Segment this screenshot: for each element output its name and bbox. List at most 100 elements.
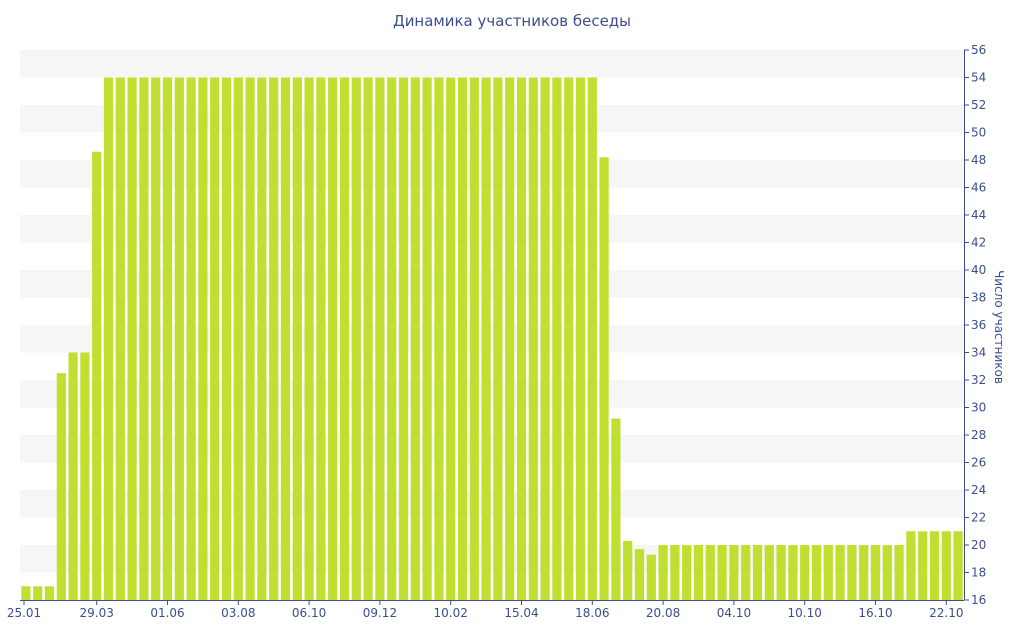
bar[interactable] <box>906 531 916 600</box>
bar[interactable] <box>634 549 645 601</box>
bar[interactable] <box>292 77 302 601</box>
bar[interactable] <box>670 545 680 600</box>
bar[interactable] <box>269 77 279 601</box>
bar[interactable] <box>363 77 373 601</box>
bar[interactable] <box>552 77 562 601</box>
bar[interactable] <box>599 157 609 600</box>
grid-band <box>20 270 964 298</box>
bar[interactable] <box>870 545 881 600</box>
bar[interactable] <box>918 531 928 600</box>
bar[interactable] <box>198 77 208 601</box>
bar[interactable] <box>127 77 137 601</box>
bar[interactable] <box>162 77 173 601</box>
bar[interactable] <box>540 77 550 601</box>
bar[interactable] <box>139 77 149 601</box>
grid-band <box>20 160 964 188</box>
bar[interactable] <box>186 77 196 601</box>
y-tick-label: 48 <box>971 153 986 167</box>
y-tick-label: 44 <box>971 208 986 222</box>
bar[interactable] <box>422 77 432 601</box>
bar[interactable] <box>764 545 774 600</box>
x-tick-label: 22.10 <box>929 606 963 620</box>
bar[interactable] <box>752 545 763 600</box>
bar[interactable] <box>823 545 833 600</box>
bar[interactable] <box>705 545 715 600</box>
y-tick-label: 16 <box>971 593 986 607</box>
y-tick-label: 38 <box>971 291 986 305</box>
grid-band <box>20 50 964 78</box>
bar[interactable] <box>929 531 940 600</box>
bar[interactable] <box>894 545 904 600</box>
bar[interactable] <box>646 554 656 601</box>
y-tick-label: 56 <box>971 43 986 57</box>
bar[interactable] <box>44 586 55 600</box>
bar[interactable] <box>210 77 220 601</box>
y-tick-label: 34 <box>971 346 986 360</box>
bar[interactable] <box>280 77 291 601</box>
x-tick-label: 20.08 <box>646 606 680 620</box>
grid-band <box>20 105 964 133</box>
bar[interactable] <box>33 586 43 600</box>
bar[interactable] <box>516 77 527 601</box>
bar[interactable] <box>304 77 314 601</box>
bar[interactable] <box>103 77 114 601</box>
bar[interactable] <box>469 77 479 601</box>
bar[interactable] <box>835 545 845 600</box>
bar[interactable] <box>92 151 102 600</box>
bar[interactable] <box>174 77 184 601</box>
bar[interactable] <box>339 77 350 601</box>
bar[interactable] <box>717 545 727 600</box>
bar[interactable] <box>611 418 621 601</box>
bar[interactable] <box>151 77 161 601</box>
bar[interactable] <box>375 77 385 601</box>
bar[interactable] <box>800 545 810 600</box>
bar[interactable] <box>245 77 255 601</box>
x-tick-label: 18.06 <box>575 606 609 620</box>
bar[interactable] <box>941 531 951 600</box>
bar[interactable] <box>682 545 692 600</box>
bar[interactable] <box>68 352 78 601</box>
y-tick-label: 46 <box>971 181 986 195</box>
bar[interactable] <box>953 531 963 600</box>
bar[interactable] <box>351 77 361 601</box>
bar[interactable] <box>446 77 456 601</box>
y-tick-label: 54 <box>971 71 986 85</box>
bar[interactable] <box>481 77 491 601</box>
bar[interactable] <box>505 77 515 601</box>
bar[interactable] <box>741 545 751 600</box>
bar[interactable] <box>575 77 586 601</box>
y-tick-label: 22 <box>971 511 986 525</box>
bar[interactable] <box>257 77 267 601</box>
bar[interactable] <box>493 77 503 601</box>
bar[interactable] <box>398 77 409 601</box>
bar[interactable] <box>859 545 869 600</box>
bar[interactable] <box>410 77 420 601</box>
bar[interactable] <box>21 586 31 600</box>
bar[interactable] <box>693 545 704 600</box>
bar[interactable] <box>882 545 892 600</box>
bar[interactable] <box>80 352 90 601</box>
bar[interactable] <box>847 545 857 600</box>
bar[interactable] <box>328 77 338 601</box>
bar[interactable] <box>729 545 739 600</box>
bar[interactable] <box>387 77 397 601</box>
bar[interactable] <box>658 545 668 600</box>
bar[interactable] <box>457 77 468 601</box>
bar[interactable] <box>56 373 66 601</box>
y-tick-label: 28 <box>971 428 986 442</box>
bar[interactable] <box>221 77 232 601</box>
bar[interactable] <box>587 77 597 601</box>
bar[interactable] <box>528 77 538 601</box>
bar[interactable] <box>788 545 798 600</box>
grid-band <box>20 380 964 408</box>
bar[interactable] <box>434 77 444 601</box>
bar[interactable] <box>811 545 822 600</box>
bar[interactable] <box>564 77 574 601</box>
bar[interactable] <box>316 77 326 601</box>
bar[interactable] <box>776 545 786 600</box>
bar[interactable] <box>623 540 633 601</box>
bar[interactable] <box>115 77 125 601</box>
grid-band <box>20 545 964 573</box>
bar[interactable] <box>233 77 243 601</box>
